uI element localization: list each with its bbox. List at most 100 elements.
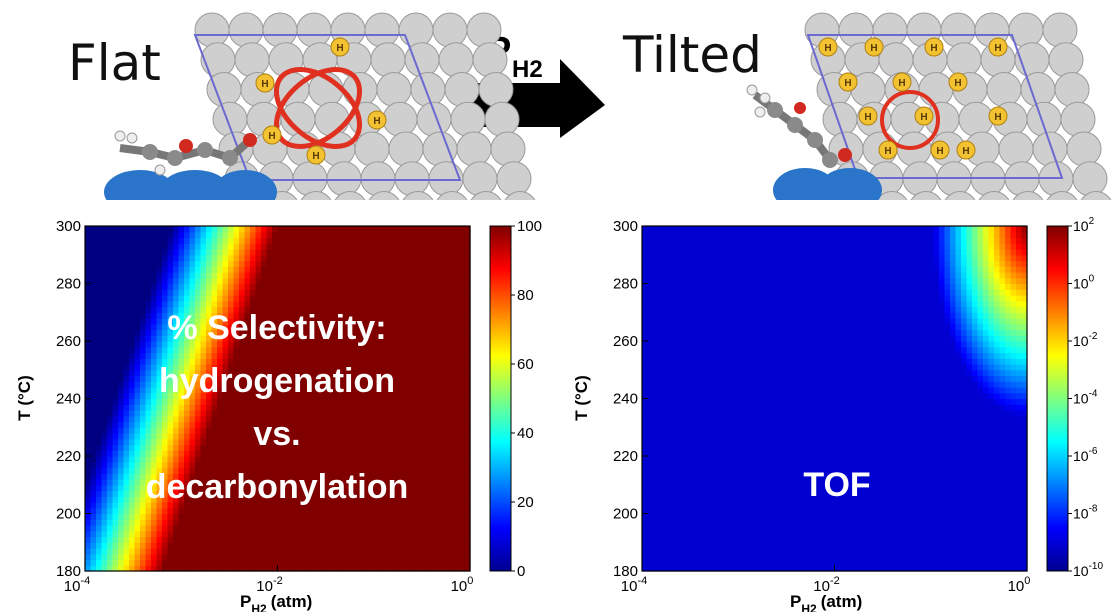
heatmap-cell bbox=[442, 456, 449, 463]
heatmap-cell bbox=[140, 266, 147, 273]
heatmap-cell bbox=[156, 277, 163, 285]
heatmap-cell bbox=[404, 289, 411, 296]
heatmap-cell bbox=[233, 513, 240, 520]
heatmap-cell bbox=[272, 231, 279, 239]
heatmap-cell bbox=[453, 444, 460, 451]
heatmap-cell bbox=[442, 352, 449, 359]
heatmap-cell bbox=[382, 450, 389, 457]
heatmap-cell bbox=[178, 364, 185, 371]
heatmap-cell bbox=[442, 358, 449, 365]
heatmap-cell bbox=[167, 329, 174, 336]
metal-atom bbox=[470, 191, 502, 200]
metal-atom bbox=[1060, 101, 1096, 137]
heatmap-cell bbox=[884, 542, 891, 549]
heatmap-cell bbox=[167, 548, 174, 555]
heatmap-cell bbox=[415, 266, 422, 273]
heatmap-cell bbox=[200, 323, 207, 331]
heatmap-cell bbox=[217, 352, 224, 359]
heatmap-cell bbox=[299, 519, 306, 526]
heatmap-cell bbox=[118, 318, 125, 325]
heatmap-cell bbox=[101, 289, 108, 296]
heatmap-cell bbox=[420, 358, 427, 365]
heatmap-cell bbox=[195, 519, 202, 526]
heatmap-cell bbox=[140, 341, 147, 348]
heatmap-cell bbox=[123, 548, 130, 555]
heatmap-cell bbox=[343, 231, 350, 239]
heatmap-cell bbox=[239, 237, 246, 244]
heatmap-cell bbox=[464, 226, 471, 233]
heatmap-cell bbox=[453, 433, 460, 440]
heatmap-cell bbox=[294, 289, 301, 296]
heatmap-cell bbox=[112, 375, 119, 382]
heatmap-cell bbox=[277, 536, 284, 543]
heatmap-cell bbox=[911, 525, 918, 532]
heatmap-cell bbox=[448, 415, 455, 423]
heatmap-cell bbox=[112, 421, 119, 428]
heatmap-cell bbox=[955, 548, 962, 555]
heatmap-cell bbox=[112, 456, 119, 463]
heatmap-cell bbox=[294, 461, 301, 469]
heatmap-cell bbox=[453, 461, 460, 469]
heatmap-cell bbox=[735, 542, 742, 549]
heatmap-cell bbox=[431, 542, 438, 549]
heatmap-cell bbox=[200, 519, 207, 526]
heatmap-cell bbox=[261, 519, 268, 526]
heatmap-cell bbox=[90, 329, 97, 336]
heatmap-cell bbox=[162, 329, 169, 336]
heatmap-cell bbox=[222, 536, 229, 543]
heatmap-cell bbox=[140, 519, 147, 526]
heatmap-cell bbox=[211, 461, 218, 469]
heatmap-cell bbox=[316, 375, 323, 382]
heatmap-cell bbox=[277, 283, 284, 290]
heatmap-cell bbox=[376, 375, 383, 382]
heatmap-cell bbox=[420, 352, 427, 359]
heatmap-cell bbox=[983, 548, 990, 555]
heatmap-cell bbox=[101, 266, 108, 273]
heatmap-cell bbox=[431, 387, 438, 394]
heatmap-cell bbox=[96, 427, 103, 434]
heatmap-cell bbox=[464, 237, 471, 244]
heatmap-cell bbox=[217, 283, 224, 290]
heatmap-cell bbox=[134, 358, 141, 365]
heatmap-cell bbox=[222, 369, 229, 377]
heatmap-cell bbox=[272, 266, 279, 273]
heatmap-cell bbox=[354, 502, 361, 509]
heatmap-cell bbox=[283, 231, 290, 239]
heatmap-cell bbox=[464, 249, 471, 256]
heatmap-cell bbox=[261, 438, 268, 446]
heatmap-cell bbox=[818, 525, 825, 532]
heatmap-cell bbox=[156, 398, 163, 405]
heatmap-cell bbox=[360, 530, 367, 538]
heatmap-cell bbox=[928, 553, 935, 561]
heatmap-cell bbox=[123, 438, 130, 446]
heatmap-cell bbox=[222, 329, 229, 336]
heatmap-cell bbox=[195, 421, 202, 428]
heatmap-cell bbox=[156, 479, 163, 486]
heatmap-cell bbox=[305, 300, 312, 308]
heatmap-cell bbox=[222, 427, 229, 434]
heatmap-cell bbox=[118, 427, 125, 434]
heatmap-cell bbox=[415, 375, 422, 382]
heatmap-cell bbox=[156, 427, 163, 434]
heatmap-cell bbox=[426, 565, 433, 572]
heatmap-cell bbox=[327, 450, 334, 457]
heatmap-cell bbox=[145, 335, 152, 342]
heatmap-cell bbox=[426, 329, 433, 336]
heatmap-cell bbox=[101, 565, 108, 572]
heatmap-cell bbox=[977, 542, 984, 549]
heatmap-cell bbox=[338, 312, 345, 319]
heatmap-cell bbox=[371, 542, 378, 549]
heatmap-cell bbox=[796, 559, 803, 566]
heatmap-cell bbox=[299, 312, 306, 319]
heatmap-cell bbox=[426, 525, 433, 532]
heatmap-cell bbox=[398, 249, 405, 256]
heatmap-cell bbox=[686, 519, 693, 526]
heatmap-cell bbox=[283, 237, 290, 244]
heatmap-cell bbox=[878, 530, 885, 538]
heatmap-cell bbox=[261, 260, 268, 267]
heatmap-cell bbox=[217, 381, 224, 388]
heatmap-cell bbox=[420, 502, 427, 509]
heatmap-cell bbox=[134, 398, 141, 405]
heatmap-cell bbox=[437, 553, 444, 561]
heatmap-cell bbox=[409, 243, 416, 250]
